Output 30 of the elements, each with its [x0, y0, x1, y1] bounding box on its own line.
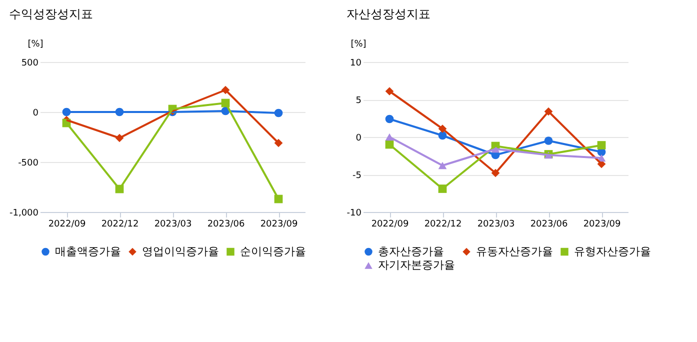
x-tick-label: 2022/09	[371, 220, 409, 230]
legend-label: 총자산증가율	[378, 244, 444, 258]
x-tick-label: 2022/09	[48, 220, 86, 230]
y-tick-label: 0	[356, 134, 362, 144]
legend-label: 자기자본증가율	[378, 258, 455, 272]
y-tick-label: 0	[32, 108, 39, 118]
chart-title: 수익성장성지표	[8, 7, 93, 21]
x-tick-label: 2022/12	[101, 220, 139, 230]
x-tick-label: 2023/06	[207, 220, 245, 230]
y-tick-label: -1,000	[9, 208, 39, 218]
y-axis-title: [%]	[350, 40, 366, 50]
y-tick-label: 5	[356, 96, 362, 106]
y-tick-label: 10	[350, 58, 362, 68]
chart-title: 자산성장성지표	[346, 7, 430, 21]
y-tick-label: -500	[18, 158, 39, 168]
legend-label: 유동자산증가율	[476, 244, 553, 258]
legend-label: 순이익증가율	[240, 244, 306, 258]
legend-label: 영업이익증가율	[142, 244, 219, 258]
y-tick-label: -5	[352, 171, 362, 181]
y-tick-label: 500	[21, 58, 39, 68]
x-tick-label: 2023/09	[583, 220, 621, 230]
x-tick-label: 2023/03	[154, 220, 192, 230]
legend-label: 유형자산증가율	[574, 244, 651, 258]
x-tick-label: 2023/06	[530, 220, 568, 230]
y-tick-label: -10	[346, 208, 362, 218]
x-tick-label: 2023/09	[260, 220, 298, 230]
y-axis-title: [%]	[28, 40, 44, 50]
x-tick-label: 2022/12	[424, 220, 462, 230]
legend-label: 매출액증가율	[55, 244, 121, 258]
x-tick-label: 2023/03	[477, 220, 515, 230]
